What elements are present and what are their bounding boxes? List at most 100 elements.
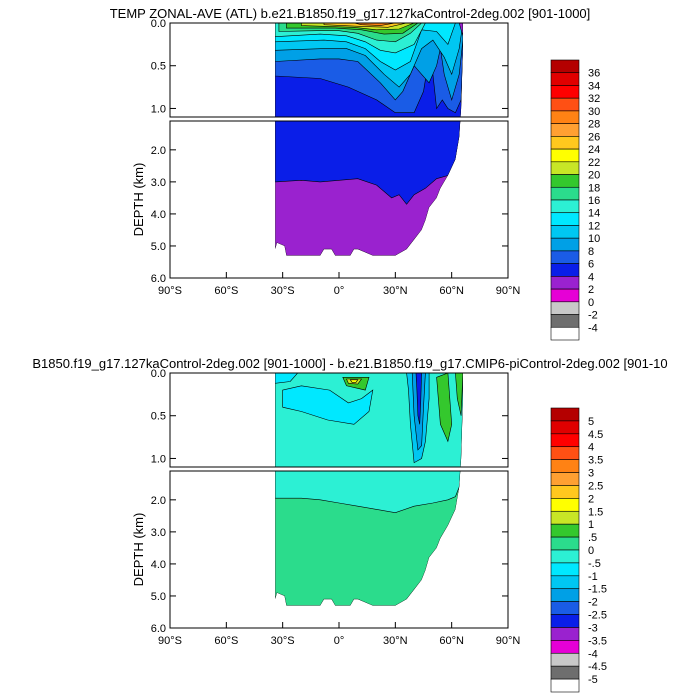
colorbar-swatch	[550, 72, 580, 86]
colorbar-label: 26	[588, 131, 600, 143]
colorbar-label: 24	[588, 144, 600, 156]
colorbar-swatch	[550, 665, 580, 680]
colorbar-swatch	[550, 459, 580, 473]
y-axis-label: DEPTH (km)	[131, 513, 146, 587]
y-tick-label: 5.0	[151, 241, 166, 253]
colorbar-swatch	[550, 186, 580, 201]
colorbar-label: 1	[588, 519, 594, 531]
y-tick-label: 2.0	[151, 495, 166, 507]
colorbar-label: 12	[588, 220, 600, 232]
colorbar-label: -1	[588, 571, 598, 583]
colorbar-swatch	[550, 627, 580, 641]
colorbar-swatch	[550, 510, 580, 525]
colorbar-label: .5	[588, 532, 597, 544]
colorbar-swatch	[550, 59, 580, 74]
colorbar-label: 10	[588, 233, 600, 245]
colorbar-label: 32	[588, 93, 600, 105]
colorbar-swatch	[550, 136, 580, 150]
colorbar-label: 22	[588, 157, 600, 169]
colorbar-swatch	[550, 85, 580, 99]
field-fills	[275, 373, 463, 606]
colorbar-swatch	[550, 326, 580, 341]
upper-frame	[169, 372, 509, 468]
colorbar-swatch	[550, 485, 580, 499]
colorbar-label: 16	[588, 195, 600, 207]
colorbar-label: 0	[588, 297, 594, 309]
colorbar-label: -.5	[588, 558, 601, 570]
colorbar-swatch	[550, 276, 580, 290]
colorbar-swatch	[550, 472, 580, 486]
y-tick-label: 2.0	[151, 145, 166, 157]
x-tick-label: 0°	[334, 635, 345, 647]
colorbar: 54.543.532.521.51.50-.5-1-1.5-2-2.5-3-3.…	[550, 407, 607, 693]
colorbar-swatch	[550, 549, 580, 564]
colorbar-swatch	[550, 174, 580, 188]
colorbar-label: 4	[588, 271, 594, 283]
colorbar-label: 28	[588, 119, 600, 131]
colorbar-swatch	[550, 652, 580, 667]
contour-fill-6	[436, 373, 453, 443]
colorbar-label: 6	[588, 259, 594, 271]
colorbar-swatch	[550, 97, 580, 112]
colorbar-label: 4	[588, 442, 594, 454]
colorbar-label: 3.5	[588, 455, 603, 467]
x-tick-label: 0°	[334, 285, 345, 297]
colorbar-swatch	[550, 110, 580, 124]
colorbar-label: 20	[588, 170, 600, 182]
colorbar-swatch	[550, 420, 580, 435]
contour-fill-11	[275, 373, 299, 384]
upper-frame	[169, 22, 509, 118]
colorbar-label: -5	[588, 674, 598, 686]
x-tick-label: 60°S	[214, 285, 238, 297]
colorbar-swatch	[550, 225, 580, 239]
x-tick-label: 30°N	[383, 635, 408, 647]
colorbar-label: 14	[588, 208, 600, 220]
panel-title: TEMP ZONAL-AVE (ATL) b.e21.B1850.f19_g17…	[110, 6, 591, 21]
colorbar-swatch	[550, 523, 580, 538]
colorbar-swatch	[550, 148, 580, 163]
colorbar-swatch	[550, 536, 580, 551]
colorbar-swatch	[550, 678, 580, 693]
colorbar-label: -4	[588, 322, 598, 334]
panel-1: TEMP ZONAL-AVE (ATL) b.e21.B1850.f19_g17…	[110, 6, 600, 341]
y-axis-label: DEPTH (km)	[131, 163, 146, 237]
colorbar-label: -3	[588, 622, 598, 634]
colorbar-label: -3.5	[588, 635, 607, 647]
colorbar-swatch	[550, 288, 580, 303]
colorbar-swatch	[550, 237, 580, 252]
x-tick-label: 60°N	[439, 285, 464, 297]
x-tick-label: 30°S	[271, 635, 295, 647]
x-tick-label: 90°S	[158, 285, 182, 297]
y-tick-label: 5.0	[151, 591, 166, 603]
x-tick-label: 90°N	[496, 285, 521, 297]
colorbar-label: 30	[588, 106, 600, 118]
colorbar-label: 2.5	[588, 480, 603, 492]
x-tick-label: 60°N	[439, 635, 464, 647]
x-tick-label: 90°S	[158, 635, 182, 647]
colorbar-swatch	[550, 161, 580, 175]
y-tick-label: 1.0	[151, 453, 166, 465]
colorbar-swatch	[550, 212, 580, 226]
colorbar-swatch	[550, 301, 580, 315]
colorbar-label: 36	[588, 68, 600, 80]
y-tick-label: 0.5	[151, 61, 166, 73]
colorbar-label: 2	[588, 284, 594, 296]
colorbar-label: 18	[588, 182, 600, 194]
colorbar-swatch	[550, 588, 580, 602]
colorbar-swatch	[550, 123, 580, 137]
y-tick-label: 3.0	[151, 527, 166, 539]
colorbar-swatch	[550, 498, 580, 512]
colorbar-swatch	[550, 575, 580, 590]
panel-title: B1850.f19_g17.127kaControl-2deg.002 [901…	[32, 356, 667, 371]
colorbar-label: -2	[588, 310, 598, 322]
y-tick-label: 0.0	[151, 368, 166, 380]
field-fills	[275, 23, 463, 256]
axis-gap	[169, 117, 509, 121]
colorbar-swatch	[550, 314, 580, 328]
x-tick-label: 30°N	[383, 285, 408, 297]
colorbar-label: 3	[588, 468, 594, 480]
y-tick-label: 4.0	[151, 559, 166, 571]
colorbar-swatch	[550, 614, 580, 628]
colorbar-label: 34	[588, 80, 600, 92]
